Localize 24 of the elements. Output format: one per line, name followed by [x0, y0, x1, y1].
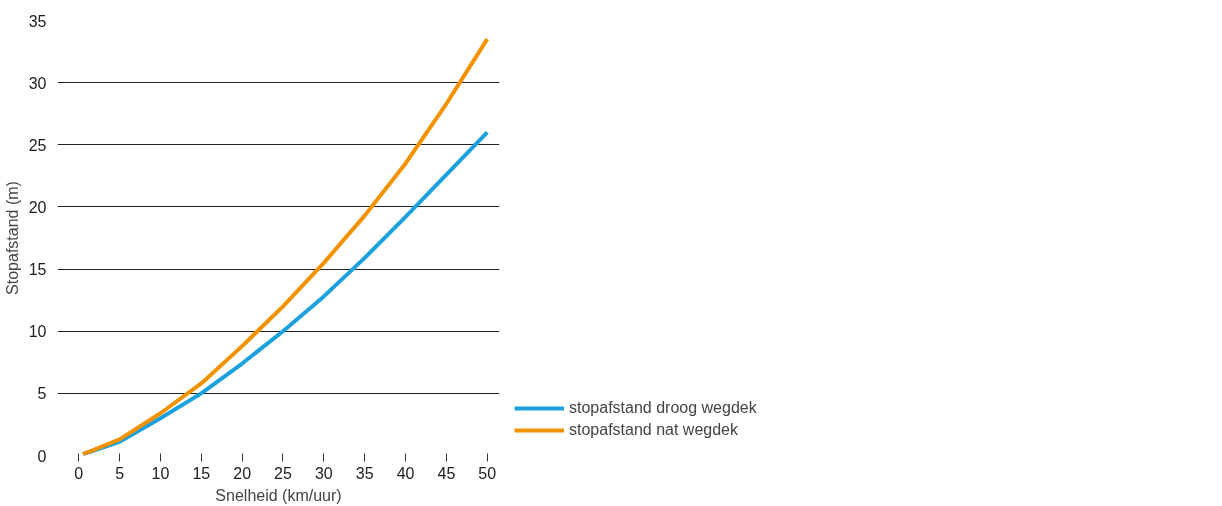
- x-tick-label: 10: [151, 464, 170, 482]
- y-tick-label: 5: [37, 385, 47, 403]
- x-tick-label: 20: [233, 464, 252, 482]
- y-tick-label: 0: [37, 447, 47, 465]
- x-tick-label: 25: [274, 464, 292, 482]
- y-tick-label: 10: [28, 323, 47, 341]
- x-tick-label: 0: [74, 464, 84, 482]
- y-tick-label: 30: [28, 74, 47, 92]
- x-tick-label: 40: [396, 464, 415, 482]
- legend-label: stopafstand nat wegdek: [569, 421, 739, 439]
- y-axis-title: Stopafstand (m): [3, 181, 21, 295]
- line-series: [80, 37, 490, 456]
- x-axis-title: Snelheid (km/uur): [215, 486, 342, 504]
- y-tick-label: 15: [28, 261, 47, 279]
- x-tick-label: 50: [478, 464, 497, 482]
- y-tick-label: 20: [28, 198, 47, 216]
- x-tick-label: 30: [314, 464, 333, 482]
- y-tick-label: 35: [28, 12, 47, 30]
- x-tick-label: 35: [355, 464, 374, 482]
- legend-label: stopafstand droog wegdek: [569, 399, 757, 417]
- x-tick-label: 5: [115, 464, 125, 482]
- y-tick-label: 25: [28, 136, 47, 154]
- x-tick-label: 45: [437, 464, 456, 482]
- x-tick-label: 15: [192, 464, 211, 482]
